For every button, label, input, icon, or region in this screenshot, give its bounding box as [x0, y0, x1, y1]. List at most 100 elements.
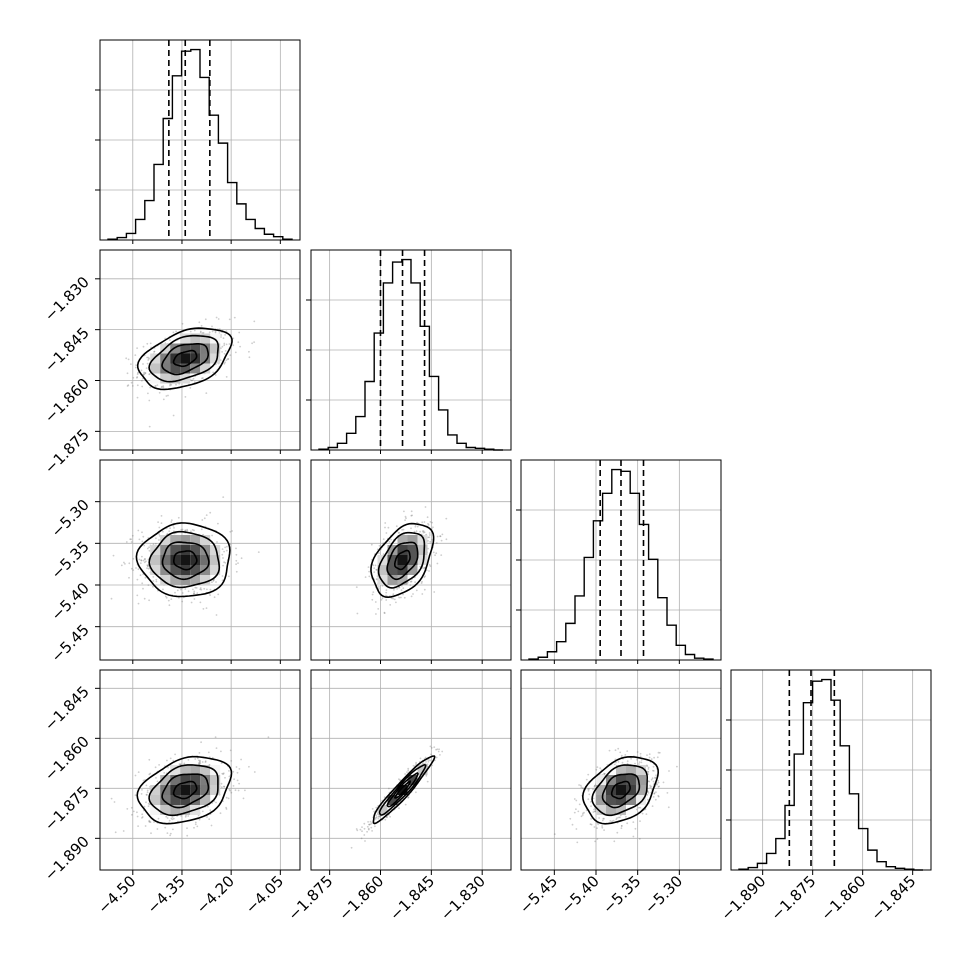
scatter-point [594, 810, 597, 813]
scatter-point [208, 818, 211, 820]
scatter-point [235, 547, 237, 550]
scatter-point [172, 817, 175, 820]
scatter-point [229, 749, 232, 752]
density-cell [616, 785, 626, 795]
scatter-point [435, 756, 438, 759]
scatter-point [199, 588, 202, 591]
scatter-point [224, 562, 227, 564]
scatter-point [223, 352, 226, 355]
scatter-point [587, 773, 590, 776]
density-cell [170, 565, 181, 575]
scatter-point [148, 820, 151, 823]
scatter-point [209, 511, 212, 514]
panel-frame [99, 39, 301, 241]
scatter-point [372, 591, 375, 593]
scatter-point [191, 379, 194, 382]
scatter-point [174, 753, 177, 756]
scatter-point [381, 585, 384, 587]
density-cell [200, 555, 211, 565]
scatter-point [639, 752, 642, 755]
scatter-point [220, 336, 222, 338]
scatter-point [235, 553, 238, 556]
scatter-point [375, 578, 378, 580]
scatter-point [221, 575, 224, 577]
scatter-point [398, 807, 400, 810]
scatter-point [140, 559, 143, 562]
contour-line [148, 530, 221, 589]
scatter-point [404, 773, 406, 775]
scatter-point [113, 801, 116, 803]
scatter-point [153, 350, 156, 353]
scatter-point [373, 810, 376, 813]
scatter-point [650, 785, 653, 788]
x-tick-label: −1.890 [718, 872, 770, 924]
scatter-point [399, 779, 401, 781]
hist-step-line [107, 48, 293, 240]
scatter-point [350, 846, 353, 849]
scatter-point [385, 594, 387, 597]
scatter-point [136, 384, 139, 387]
scatter-point [654, 798, 657, 801]
scatter-point [415, 763, 417, 766]
scatter-point [193, 529, 195, 532]
scatter-point [170, 519, 173, 522]
panel-frame [310, 669, 512, 871]
scatter-point [235, 559, 238, 562]
scatter-point [569, 817, 572, 820]
scatter-point [169, 339, 171, 341]
scatter-point [419, 757, 422, 760]
scatter-point [378, 815, 381, 817]
scatter-point [425, 774, 428, 777]
density-cell [170, 575, 181, 585]
scatter-point [238, 768, 241, 770]
scatter-point [650, 778, 653, 781]
scatter-point [645, 813, 648, 815]
scatter-point [427, 759, 430, 761]
scatter-point [375, 816, 378, 818]
scatter-point [385, 599, 388, 601]
density-cell [397, 545, 408, 555]
scatter-point [652, 770, 655, 772]
scatter-point [146, 789, 149, 792]
scatter-point [209, 588, 212, 591]
scatter-point [196, 757, 199, 760]
scatter-point [644, 808, 647, 811]
scatter-point [196, 592, 199, 594]
scatter-point [224, 361, 227, 364]
scatter-point [223, 344, 226, 347]
scatter-point [169, 527, 172, 530]
scatter-point [142, 779, 145, 782]
density-cell [387, 575, 398, 585]
scatter-point [382, 538, 385, 540]
scatter-point [422, 530, 425, 533]
contour-line [601, 773, 641, 809]
scatter-point [136, 578, 139, 581]
x-tick-label: −4.20 [193, 872, 238, 917]
scatter-point [138, 558, 141, 561]
scatter-point [657, 794, 660, 797]
scatter-point [214, 330, 217, 333]
scatter-point [220, 762, 223, 764]
density-cell [170, 795, 181, 805]
scatter-point [128, 562, 131, 565]
scatter-point [130, 541, 133, 543]
scatter-point [634, 762, 636, 765]
scatter-point [594, 840, 596, 843]
scatter-point [145, 560, 147, 563]
scatter-point [398, 531, 400, 534]
scatter-point [148, 546, 151, 549]
scatter-point [211, 325, 213, 328]
scatter-point [368, 823, 371, 826]
scatter-point [378, 587, 380, 590]
scatter-point [214, 736, 217, 738]
scatter-point [146, 547, 149, 550]
scatter-point [158, 526, 161, 529]
density-cell [190, 343, 201, 354]
scatter-point [617, 747, 620, 750]
scatter-point [193, 826, 195, 829]
contour-line [610, 780, 631, 800]
scatter-point [223, 362, 226, 365]
scatter-point [439, 754, 441, 756]
scatter-point [206, 588, 208, 591]
